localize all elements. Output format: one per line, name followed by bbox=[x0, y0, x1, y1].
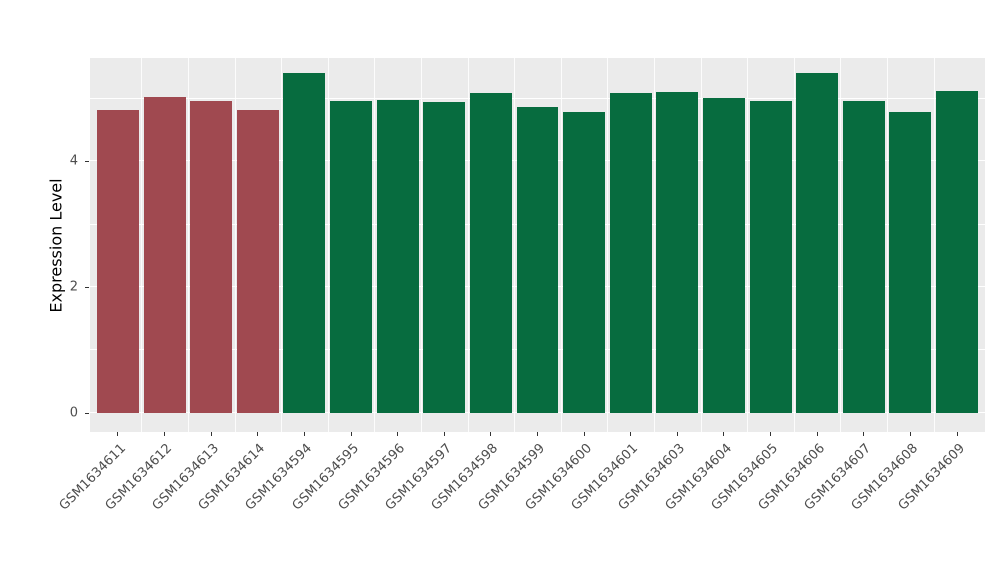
vertical-gridline bbox=[840, 58, 842, 432]
x-tick-mark bbox=[164, 432, 166, 436]
vertical-gridline bbox=[514, 58, 516, 432]
y-axis: 0 2 4 bbox=[0, 58, 90, 432]
y-tick-mark bbox=[85, 412, 89, 414]
vertical-gridline bbox=[141, 58, 143, 432]
bar bbox=[423, 102, 466, 414]
x-tick-mark bbox=[490, 432, 492, 436]
x-tick-mark bbox=[863, 432, 865, 436]
vertical-gridline bbox=[327, 58, 329, 432]
bar bbox=[190, 101, 233, 414]
bar bbox=[376, 100, 419, 414]
vertical-gridline bbox=[607, 58, 609, 432]
x-tick-mark bbox=[909, 432, 911, 436]
x-tick-mark bbox=[397, 432, 399, 436]
vertical-gridline bbox=[887, 58, 889, 432]
vertical-gridline bbox=[747, 58, 749, 432]
vertical-gridline bbox=[560, 58, 562, 432]
x-tick-mark bbox=[723, 432, 725, 436]
x-tick-mark bbox=[770, 432, 772, 436]
bar bbox=[702, 98, 745, 414]
x-axis: GSM1634611 GSM1634612 GSM1634613 GSM1634614… bbox=[56, 432, 985, 580]
bar bbox=[656, 92, 699, 414]
gridline-minor bbox=[90, 97, 985, 99]
bar bbox=[749, 101, 792, 414]
x-tick-mark bbox=[350, 432, 352, 436]
bar bbox=[563, 112, 606, 414]
y-tick-label: 0 bbox=[69, 405, 78, 421]
bar bbox=[609, 93, 652, 414]
y-tick-label: 4 bbox=[69, 153, 78, 169]
vertical-gridline bbox=[234, 58, 236, 432]
vertical-gridline bbox=[374, 58, 376, 432]
x-tick-mark bbox=[537, 432, 538, 436]
vertical-gridline bbox=[420, 58, 422, 432]
bar bbox=[936, 91, 978, 414]
x-tick-mark bbox=[816, 432, 818, 436]
vertical-gridline bbox=[793, 58, 795, 432]
x-tick-mark bbox=[676, 432, 678, 436]
bar bbox=[469, 93, 512, 414]
x-tick-mark bbox=[956, 432, 958, 436]
x-tick-mark bbox=[303, 432, 305, 436]
bar bbox=[143, 97, 186, 414]
vertical-gridline bbox=[700, 58, 702, 432]
bar bbox=[796, 72, 839, 414]
bar bbox=[96, 110, 139, 414]
x-tick-mark bbox=[117, 432, 119, 436]
bar bbox=[516, 107, 559, 414]
bar bbox=[283, 72, 326, 414]
x-tick-mark bbox=[630, 432, 632, 436]
vertical-gridline bbox=[187, 58, 189, 432]
x-tick-mark bbox=[443, 432, 445, 436]
vertical-gridline bbox=[654, 58, 656, 432]
y-tick-label: 2 bbox=[69, 279, 78, 295]
vertical-gridline bbox=[281, 58, 283, 432]
bar bbox=[842, 101, 885, 414]
vertical-gridline bbox=[467, 58, 469, 432]
x-tick-mark bbox=[257, 432, 259, 436]
x-tick-mark bbox=[583, 432, 585, 436]
x-tick-mark bbox=[210, 432, 212, 436]
bar bbox=[330, 101, 373, 414]
plot-panel bbox=[90, 58, 985, 432]
bar bbox=[889, 112, 932, 414]
vertical-gridline bbox=[933, 58, 935, 432]
y-tick-mark bbox=[85, 160, 89, 162]
y-tick-mark bbox=[85, 286, 89, 288]
bar bbox=[236, 110, 279, 414]
